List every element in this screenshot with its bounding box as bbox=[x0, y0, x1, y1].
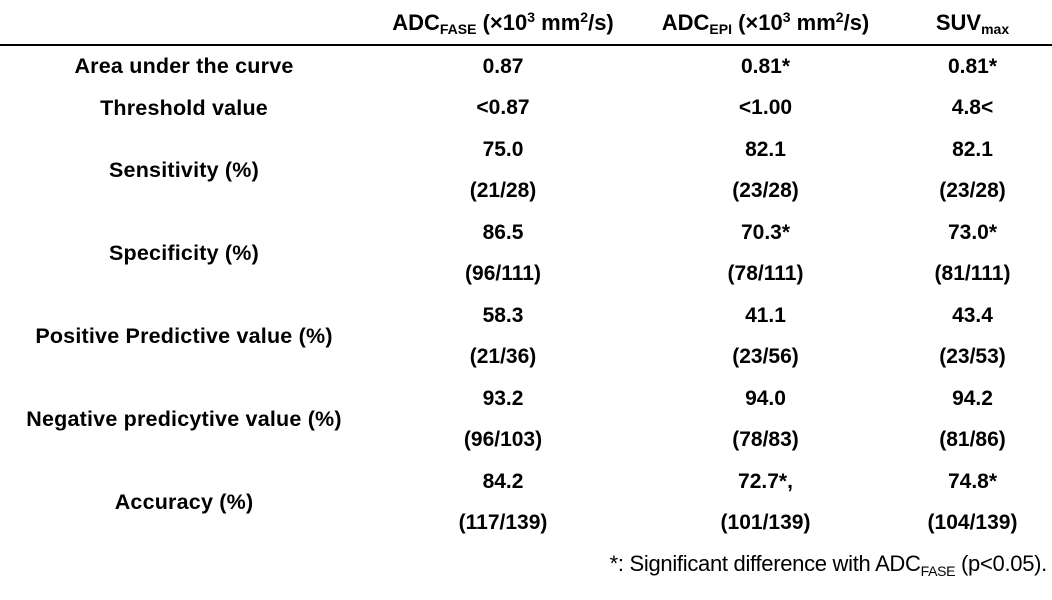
value-line: (81/86) bbox=[939, 428, 1006, 452]
table-row: Negative predicytive value (%) 93.2 (96/10… bbox=[0, 378, 1052, 461]
cell-value: 84.2 (117/139) bbox=[368, 461, 638, 544]
column-header-adc-epi: ADCEPI (×103 mm2/s) bbox=[638, 2, 893, 46]
value-line: 75.0 bbox=[482, 137, 524, 161]
table-body: Area under the curve 0.87 0.81* 0.81* Thresh… bbox=[0, 45, 1052, 544]
value-line: (23/28) bbox=[732, 179, 799, 203]
table-row: Specificity (%) 86.5 (96/111) 70.3* (78/111)… bbox=[0, 212, 1052, 295]
cell-value: 0.81* bbox=[893, 45, 1052, 88]
value-line: 0.81* bbox=[740, 54, 791, 78]
table-row: Area under the curve 0.87 0.81* 0.81* bbox=[0, 45, 1052, 88]
value-line: (117/139) bbox=[458, 511, 548, 535]
row-label: Threshold value bbox=[100, 95, 268, 120]
value-line: (104/139) bbox=[927, 511, 1018, 535]
cell-value: <0.87 bbox=[368, 88, 638, 130]
table-row: Threshold value <0.87 <1.00 4.8< bbox=[0, 88, 1052, 130]
value-line: (81/111) bbox=[934, 262, 1011, 286]
value-line: 72.7*, bbox=[738, 469, 793, 493]
value-line: (78/83) bbox=[732, 428, 799, 452]
cell-value: 0.81* bbox=[638, 45, 893, 88]
row-label: Sensitivity (%) bbox=[109, 158, 259, 182]
value-line: 86.5 bbox=[482, 220, 524, 244]
table-row: Sensitivity (%) 75.0 (21/28) 82.1 (23/28) 82.… bbox=[0, 129, 1052, 212]
value-line: (101/139) bbox=[720, 511, 811, 535]
value-line: (23/56) bbox=[732, 345, 799, 369]
row-label: Area under the curve bbox=[74, 54, 294, 79]
value-line: 94.2 bbox=[952, 386, 993, 410]
value-line: 84.2 bbox=[482, 469, 524, 493]
value-line: 58.3 bbox=[482, 303, 524, 327]
value-line: (21/36) bbox=[469, 345, 537, 369]
value-line: 41.1 bbox=[745, 303, 786, 327]
column-header-suv-max: SUVmax bbox=[893, 2, 1052, 46]
cell-value: 73.0* (81/111) bbox=[893, 212, 1052, 295]
cell-value: 74.8* (104/139) bbox=[893, 461, 1052, 544]
column-header-metric bbox=[0, 2, 368, 46]
row-label: Negative predicytive value (%) bbox=[26, 407, 342, 431]
cell-value: <1.00 bbox=[638, 88, 893, 130]
cell-value: 4.8< bbox=[893, 88, 1052, 130]
cell-value: 70.3* (78/111) bbox=[638, 212, 893, 295]
value-line: 94.0 bbox=[745, 386, 786, 410]
table-footnote: *: Significant difference with ADCFASE (… bbox=[609, 551, 1048, 579]
row-label: Accuracy (%) bbox=[114, 490, 254, 514]
value-line: 0.87 bbox=[482, 54, 524, 78]
row-label: Specificity (%) bbox=[109, 241, 259, 265]
cell-value: 72.7*, (101/139) bbox=[638, 461, 893, 544]
value-line: (96/111) bbox=[465, 262, 541, 286]
row-label: Positive Predictive value (%) bbox=[35, 324, 333, 348]
column-header-adc-fase: ADCFASE (×103 mm2/s) bbox=[368, 2, 638, 46]
cell-value: 93.2 (96/103) bbox=[368, 378, 638, 461]
cell-value: 82.1 (23/28) bbox=[638, 129, 893, 212]
cell-value: 58.3 (21/36) bbox=[368, 295, 638, 378]
value-line: (23/53) bbox=[939, 345, 1006, 369]
value-line: 43.4 bbox=[952, 303, 993, 327]
value-line: 82.1 bbox=[952, 137, 993, 161]
value-line: (78/111) bbox=[727, 262, 804, 286]
value-line: 0.81* bbox=[947, 54, 998, 78]
cell-value: 86.5 (96/111) bbox=[368, 212, 638, 295]
cell-value: 43.4 (23/53) bbox=[893, 295, 1052, 378]
value-line: (96/103) bbox=[463, 428, 543, 452]
cell-value: 75.0 (21/28) bbox=[368, 129, 638, 212]
value-line: (21/28) bbox=[469, 179, 537, 203]
cell-value: 82.1 (23/28) bbox=[893, 129, 1052, 212]
value-line: <0.87 bbox=[476, 96, 530, 120]
value-line: <1.00 bbox=[738, 96, 793, 120]
value-line: 70.3* bbox=[740, 220, 791, 244]
value-line: 73.0* bbox=[947, 220, 998, 244]
cell-value: 94.0 (78/83) bbox=[638, 378, 893, 461]
header-row: ADCFASE (×103 mm2/s) ADCEPI (×103 mm2/s) S… bbox=[0, 2, 1052, 46]
cell-value: 0.87 bbox=[368, 45, 638, 88]
table-row: Accuracy (%) 84.2 (117/139) 72.7*, (101/139)… bbox=[0, 461, 1052, 544]
table-row: Positive Predictive value (%) 58.3 (21/36)… bbox=[0, 295, 1052, 378]
value-line: (23/28) bbox=[939, 179, 1006, 203]
cell-value: 41.1 (23/56) bbox=[638, 295, 893, 378]
value-line: 4.8< bbox=[951, 96, 994, 120]
value-line: 82.1 bbox=[745, 137, 786, 161]
diagnostic-performance-table: ADCFASE (×103 mm2/s) ADCEPI (×103 mm2/s) S… bbox=[0, 2, 1052, 544]
value-line: 74.8* bbox=[947, 469, 998, 493]
cell-value: 94.2 (81/86) bbox=[893, 378, 1052, 461]
value-line: 93.2 bbox=[482, 386, 524, 410]
